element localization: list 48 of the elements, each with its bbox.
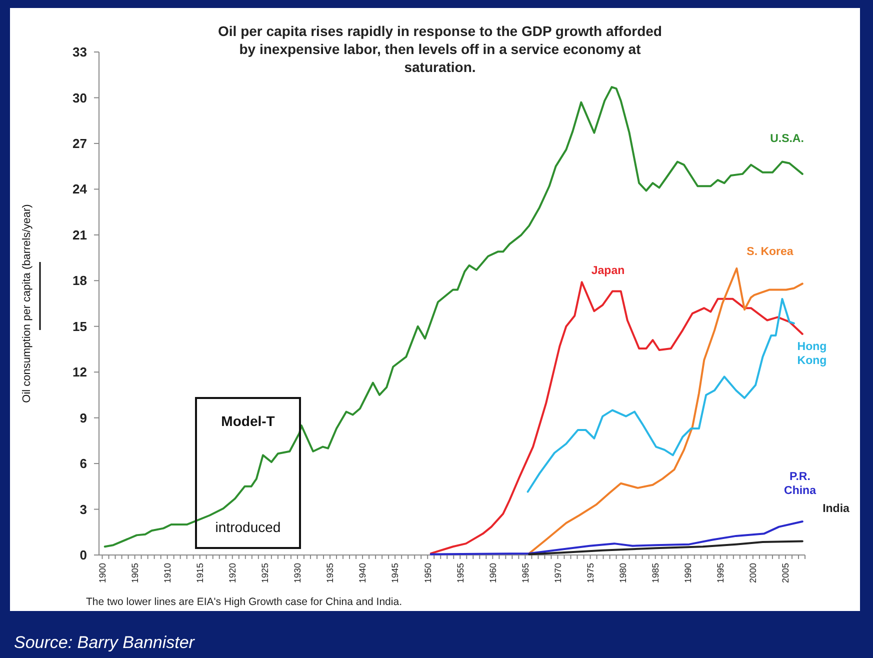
y-tick-label: 12 — [72, 364, 87, 380]
x-tick-label: 1940 — [358, 563, 368, 584]
x-tick-label: 1950 — [422, 563, 433, 584]
y-axis-title: Oil consumption per capita (barrels/year) — [21, 204, 33, 403]
y-tick-label: 9 — [80, 410, 87, 426]
line-series — [528, 540, 804, 556]
y-tick-label: 27 — [72, 136, 87, 152]
x-tick-label: 1980 — [618, 563, 628, 584]
line-series — [430, 520, 804, 556]
x-tick-label: 1970 — [552, 563, 563, 584]
y-tick-label: 15 — [72, 318, 87, 334]
x-tick-label: 1985 — [650, 563, 660, 584]
chart-title: Oil per capita rises rapidly in response to the GDP growth afforded by inexpensive labor, then levels off in a service economy at saturation. — [218, 23, 662, 75]
y-tick-label: 30 — [72, 90, 87, 106]
x-tick-label: 1955 — [455, 563, 466, 584]
x-tick-label: 1900 — [97, 563, 108, 584]
x-tick-label: 1960 — [488, 563, 498, 584]
text: India — [822, 503, 850, 515]
x-tick-label: 1965 — [520, 563, 530, 584]
y-tick-label: 0 — [80, 548, 87, 563]
annotation: introduced — [215, 519, 281, 535]
series-label: Hong Kong — [797, 341, 827, 367]
text: The two lower lines are EIA's High Growth case for China and India. — [86, 596, 402, 608]
y-tick-label: 33 — [72, 44, 87, 60]
x-tick-label: 1975 — [585, 563, 596, 584]
annotation: Model-T — [221, 413, 276, 429]
x-tick-label: 1990 — [683, 563, 694, 584]
x-tick-label: 1915 — [195, 563, 206, 584]
x-tick-label: 1910 — [162, 563, 172, 584]
y-tick-label: 3 — [80, 502, 87, 517]
y-tick-label: 6 — [80, 456, 87, 472]
text: P.R. China — [784, 471, 817, 497]
x-tick-label: 1920 — [228, 563, 238, 584]
y-tick-label: 21 — [72, 227, 87, 242]
x-tick-label: 1935 — [325, 563, 336, 584]
source-note: Source: Barry Bannister — [14, 633, 196, 652]
y-tick-label: 24 — [72, 182, 88, 197]
x-tick-label: 2005 — [780, 563, 791, 584]
x-tick-label: 1995 — [716, 563, 726, 584]
x-tick-label: 1905 — [130, 563, 140, 584]
series-label: U.S.A. — [770, 133, 804, 145]
x-tick-label: 2000 — [748, 563, 758, 584]
x-tick-label: 1930 — [292, 563, 303, 584]
series-label: Japan — [591, 265, 625, 277]
y-tick-label: 18 — [72, 273, 87, 288]
series-label: S. Korea — [746, 246, 794, 258]
x-tick-label: 1925 — [260, 563, 270, 584]
x-tick-label: 1945 — [390, 563, 400, 584]
